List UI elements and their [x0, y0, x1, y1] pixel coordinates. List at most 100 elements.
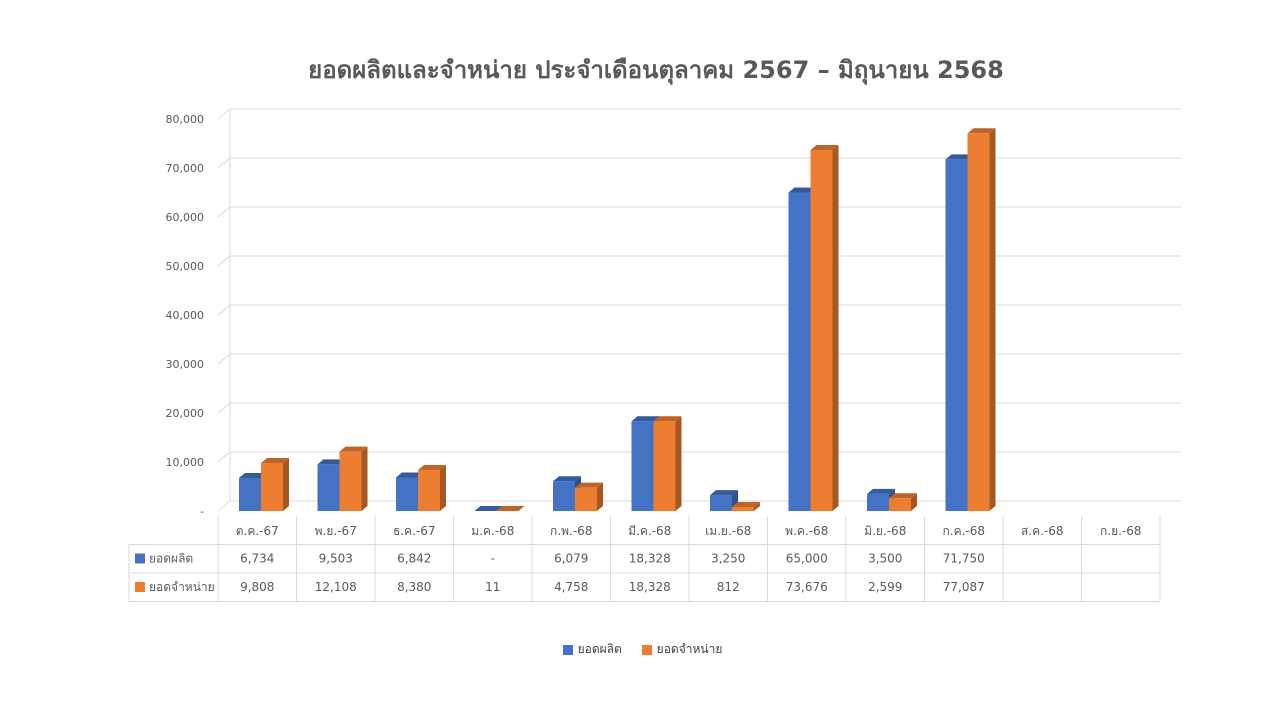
bar-side: [989, 128, 996, 512]
data-label: 73,676: [786, 580, 828, 594]
gridline-depth: [217, 157, 231, 169]
bar-top: [396, 472, 424, 478]
data-label: 8,380: [397, 580, 431, 594]
data-label: 6,842: [397, 552, 431, 566]
bar-top: [710, 490, 738, 496]
bar-top: [575, 482, 603, 488]
y-tick-label: 20,000: [166, 407, 205, 420]
x-tick-label: ก.พ.-68: [550, 524, 592, 538]
table-legend-key: [135, 553, 145, 564]
bar-top: [653, 416, 682, 422]
legend-label-production: ยอดผลิต: [577, 642, 622, 656]
bar-top: [732, 502, 760, 508]
y-tick-label: -: [200, 505, 204, 518]
bar: [239, 478, 261, 511]
bar-side: [440, 464, 446, 511]
bar-side: [754, 502, 760, 511]
y-tick-label: 50,000: [166, 260, 205, 273]
gridline-depth: [217, 255, 231, 267]
x-tick-label: ต.ค.-67: [236, 524, 279, 538]
data-label: 65,000: [786, 552, 828, 566]
data-label: 3,250: [711, 552, 745, 566]
bar-side: [675, 416, 682, 511]
bar-side: [832, 144, 839, 511]
bar-top: [239, 473, 267, 479]
bar: [396, 477, 418, 511]
y-tick-label: 60,000: [166, 211, 205, 224]
y-tick-label: 80,000: [166, 113, 205, 126]
gridline-depth: [217, 108, 231, 120]
table-legend-key: [135, 582, 145, 592]
data-label: 812: [717, 580, 740, 594]
bar-top: [339, 446, 368, 452]
legend-label-sales: ยอดจำหน่าย: [656, 642, 723, 656]
gridline-depth: [217, 304, 231, 316]
data-label: 18,328: [629, 580, 671, 594]
bar-top: [810, 144, 839, 150]
bar: [653, 421, 676, 511]
x-tick-label: ก.ย.-68: [1100, 524, 1142, 538]
bar: [710, 495, 732, 511]
bar-top: [261, 457, 289, 463]
data-label: -: [491, 552, 495, 566]
bar: [732, 507, 754, 511]
bar: [339, 451, 362, 511]
bar: [418, 469, 440, 511]
legend-swatch-sales: [641, 644, 652, 655]
legend-item-production: ยอดผลิต: [562, 640, 622, 659]
data-label: 71,750: [943, 552, 985, 566]
x-tick-label: ม.ค.-68: [471, 524, 514, 538]
bar: [317, 464, 340, 511]
bar-top: [867, 488, 895, 494]
legend: ยอดผลิต ยอดจำหน่าย: [0, 640, 1280, 659]
table-row-label: ยอดผลิต: [149, 552, 193, 566]
x-tick-label: มิ.ย.-68: [864, 524, 906, 538]
gridline-depth: [217, 402, 231, 414]
x-tick-label: ส.ค.-68: [1021, 524, 1064, 538]
bar-top: [889, 493, 917, 499]
gridline-depth: [217, 206, 231, 218]
data-label: 77,087: [943, 580, 985, 594]
bar-top: [418, 464, 446, 470]
x-tick-label: เม.ย.-68: [705, 524, 751, 538]
bar-side: [911, 493, 917, 511]
y-tick-label: 40,000: [166, 309, 205, 322]
data-label: 2,599: [868, 580, 902, 594]
x-tick-label: ก.ค.-68: [942, 524, 985, 538]
bar-top: [553, 476, 581, 482]
data-label: 6,079: [554, 552, 588, 566]
bar: [867, 493, 889, 511]
data-label: 4,758: [554, 580, 588, 594]
y-tick-label: 10,000: [166, 456, 205, 469]
data-label: 9,503: [319, 552, 353, 566]
bar-side: [283, 457, 289, 511]
bar: [810, 149, 833, 511]
x-tick-label: มี.ค.-68: [628, 524, 671, 538]
gridline-depth: [217, 451, 231, 463]
legend-item-sales: ยอดจำหน่าย: [641, 640, 723, 659]
data-label: 6,734: [240, 552, 274, 566]
bar-side: [518, 505, 525, 511]
x-tick-label: พ.ค.-68: [785, 524, 828, 538]
bar: [631, 421, 654, 511]
bar: [553, 481, 575, 511]
bar: [261, 462, 283, 511]
bar: [967, 133, 990, 512]
x-tick-label: พ.ย.-67: [315, 524, 357, 538]
bar: [889, 498, 911, 511]
data-label: 12,108: [315, 580, 357, 594]
data-label: 18,328: [629, 552, 671, 566]
bar: [788, 192, 811, 511]
data-label: 3,500: [868, 552, 902, 566]
bar-top: [788, 187, 817, 193]
bar-top: [967, 128, 996, 134]
table-row-label: ยอดจำหน่าย: [149, 580, 215, 594]
bar: [945, 159, 968, 512]
data-label: 9,808: [240, 580, 274, 594]
chart-title: ยอดผลิตและจำหน่าย ประจำเดือนตุลาคม 2567 …: [308, 56, 1004, 84]
bar-top: [945, 154, 974, 160]
data-label: 11: [485, 580, 500, 594]
bar-side: [361, 446, 368, 511]
bar-top: [496, 505, 525, 511]
